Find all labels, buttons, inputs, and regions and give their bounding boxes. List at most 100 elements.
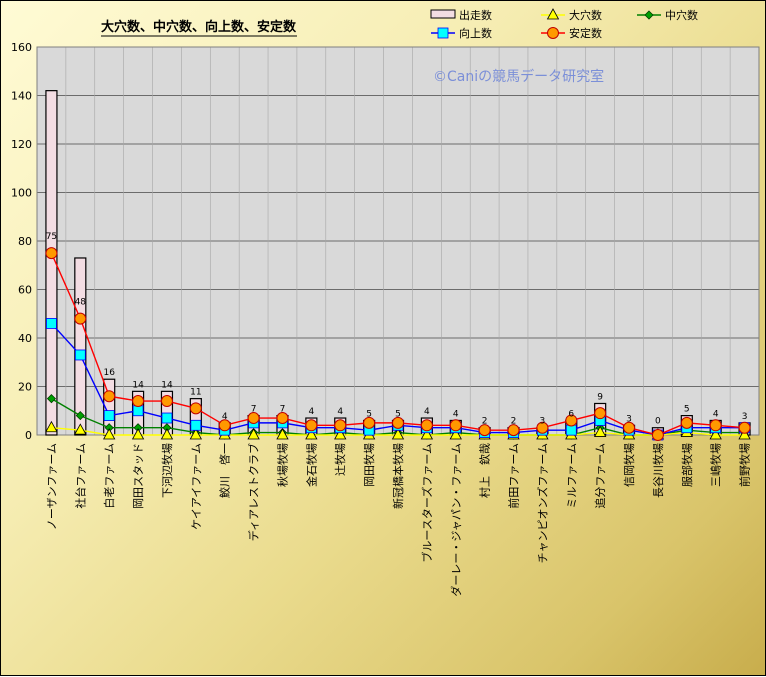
data-label-5: 11 [190, 388, 201, 398]
y-tick-label: 0 [25, 429, 32, 442]
legend-label-3: 向上数 [459, 26, 492, 40]
data-label-23: 4 [713, 409, 719, 419]
marker-ooana-5 [189, 428, 203, 440]
x-category-label-12: 新冠橋本牧場 [391, 443, 405, 509]
marker-koujou-5 [190, 419, 202, 431]
x-category-label-19: 追分ファーム [593, 443, 607, 509]
data-label-9: 4 [308, 407, 314, 417]
data-label-21: 0 [655, 417, 661, 427]
y-tick-label: 80 [18, 235, 32, 248]
x-category-label-17: チャンピオンズファーム [535, 443, 549, 563]
marker-ooana-13 [420, 428, 434, 440]
marker-koujou-legend [437, 27, 449, 39]
marker-antei-19 [594, 407, 607, 420]
data-label-4: 14 [161, 380, 173, 390]
x-category-label-11: 岡田牧場 [362, 443, 376, 487]
x-category-label-9: 金石牧場 [304, 443, 318, 487]
data-label-10: 4 [337, 407, 343, 417]
data-label-14: 4 [453, 409, 459, 419]
marker-antei-0 [45, 247, 58, 260]
marker-antei-13 [420, 419, 433, 432]
data-label-0: 75 [46, 232, 57, 242]
data-label-11: 5 [366, 409, 372, 419]
y-tick-label: 140 [11, 90, 32, 103]
marker-antei-5 [189, 402, 202, 415]
marker-ooana-4 [160, 428, 174, 440]
x-category-label-22: 服部牧場 [680, 443, 694, 487]
data-label-13: 4 [424, 407, 430, 417]
legend-swatch-shussou [430, 9, 456, 19]
marker-ooana-legend [546, 8, 560, 20]
chart-title: 大穴数、中穴数、向上数、安定数 [101, 19, 297, 35]
x-category-label-14: ダーレー・ジャパン・ファーム [449, 443, 463, 597]
marker-koujou-3 [132, 405, 144, 417]
marker-ooana-9 [305, 428, 318, 440]
x-category-label-3: 岡田スタッド [132, 443, 145, 509]
data-label-20: 3 [626, 414, 632, 424]
x-category-label-0: ノーザンファーム [45, 443, 58, 530]
x-axis: ノーザンファーム 社台ファーム 白老ファーム 岡田スタッド 下河辺牧場 ケイアイファーム 鮫… [45, 443, 751, 597]
marker-ooana-24 [738, 428, 751, 440]
marker-antei-6 [218, 419, 231, 432]
marker-antei-11 [363, 416, 376, 429]
data-label-17: 3 [540, 417, 546, 427]
x-category-label-4: 下河辺牧場 [160, 443, 174, 498]
data-label-24: 3 [742, 412, 748, 422]
x-category-label-15: 村上 欽哉 [478, 443, 492, 498]
marker-antei-15 [478, 424, 491, 437]
marker-ooana-7 [247, 428, 260, 440]
marker-antei-2 [103, 390, 116, 403]
marker-antei-17 [536, 421, 549, 434]
marker-antei-18 [565, 414, 578, 427]
x-category-label-18: ミルファーム [565, 443, 578, 509]
marker-antei-24 [738, 421, 751, 434]
data-label-16: 2 [511, 417, 517, 427]
line-series [45, 247, 751, 441]
y-tick-label: 60 [18, 284, 32, 297]
data-label-3: 14 [132, 380, 144, 390]
marker-antei-7 [247, 412, 260, 425]
marker-koujou-0 [46, 318, 57, 329]
x-category-label-1: 社台ファーム [73, 443, 87, 509]
marker-koujou-2 [103, 410, 115, 422]
marker-chuuana-1 [75, 411, 85, 421]
marker-antei-16 [507, 424, 520, 437]
marker-antei-10 [334, 419, 347, 432]
marker-antei-1 [74, 312, 87, 325]
y-tick-label: 120 [11, 138, 32, 151]
marker-ooana-10 [334, 428, 347, 440]
x-category-label-10: 辻牧場 [333, 443, 347, 476]
legend-label-2: 中穴数 [665, 8, 698, 22]
data-label-8: 7 [280, 405, 286, 415]
x-category-label-23: 三嶋牧場 [709, 443, 723, 487]
x-category-label-8: 秋場牧場 [275, 443, 289, 487]
marker-antei-22 [680, 416, 693, 429]
data-labels: 75 48 16 14 14 11 4 7 7 4 4 5 5 4 4 2 2 3 6 9 3 0 5 4 3 [46, 232, 748, 427]
marker-koujou-4 [161, 412, 173, 424]
x-category-label-2: 白老ファーム [102, 443, 116, 509]
marker-chuuana-0 [46, 394, 57, 404]
data-label-18: 6 [568, 409, 574, 419]
marker-ooana-0 [45, 420, 58, 433]
x-category-label-20: 信岡牧場 [622, 443, 636, 487]
marker-antei-21 [651, 429, 664, 441]
legend-label-1: 大穴数 [569, 8, 602, 22]
marker-antei-20 [623, 421, 636, 434]
marker-ooana-1 [74, 423, 87, 435]
data-label-6: 4 [222, 412, 228, 422]
x-category-label-24: 前野牧場 [738, 443, 752, 487]
marker-ooana-2 [103, 428, 116, 440]
marker-koujou-1 [74, 349, 86, 361]
marker-antei-14 [449, 419, 462, 432]
x-category-label-6: 鮫川 啓一 [218, 443, 232, 498]
data-label-15: 2 [482, 417, 488, 427]
data-label-12: 5 [395, 409, 401, 419]
x-category-label-21: 長谷川牧場 [651, 443, 665, 498]
x-category-label-16: 前田ファーム [507, 443, 521, 509]
bar-0 [45, 90, 58, 436]
data-label-22: 5 [684, 405, 690, 415]
x-category-label-7: ディアレストクラブ [247, 443, 261, 541]
